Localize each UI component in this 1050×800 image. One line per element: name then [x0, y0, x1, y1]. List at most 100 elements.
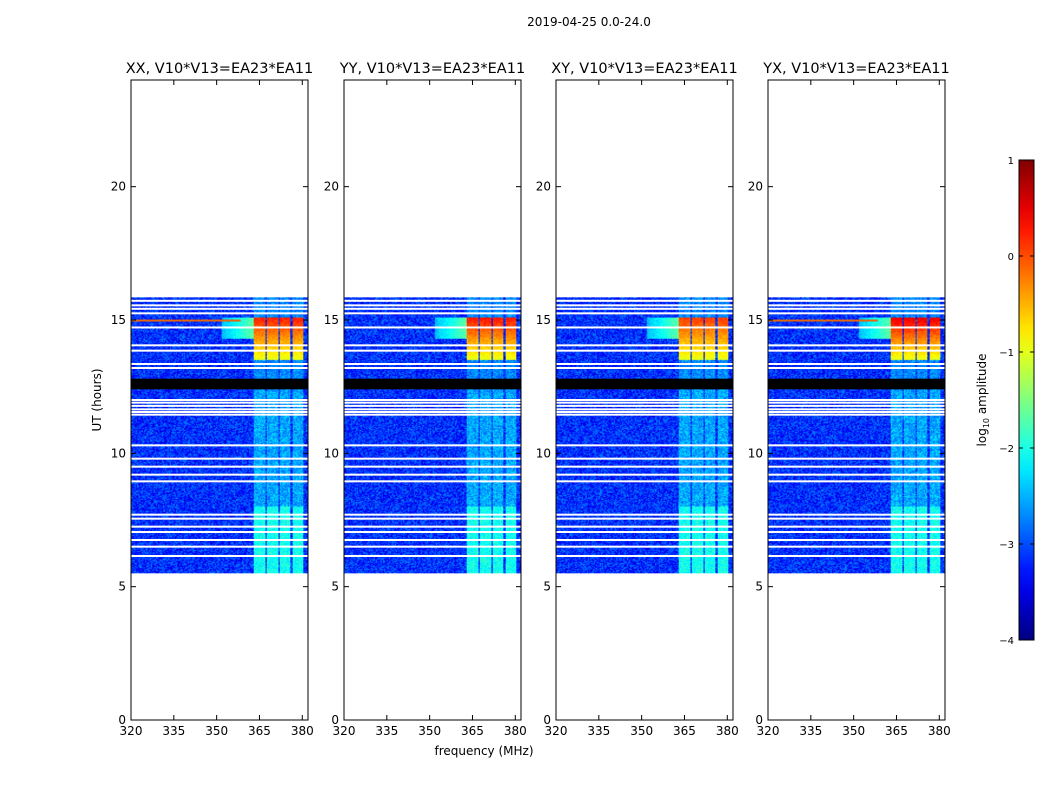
flagged-row [556, 545, 733, 548]
x-tick-label: 365 [248, 724, 271, 738]
flagged-row [556, 299, 733, 302]
colorbar-bar [1018, 159, 1035, 641]
flagged-row [768, 307, 945, 310]
y-tick-label: 10 [536, 446, 551, 460]
y-tick-label: 15 [111, 313, 126, 327]
flagged-row [344, 480, 521, 483]
x-tick-label: 320 [757, 724, 780, 738]
flagged-row [344, 517, 521, 520]
y-tick-label: 15 [536, 313, 551, 327]
colorbar-tick-label: −3 [999, 540, 1014, 551]
flagged-row [131, 349, 308, 352]
panels-group: XX, V10*V13=EA23*EA11 320 335 350 365 380 0 5 10… [111, 61, 951, 738]
flagged-row [768, 399, 945, 401]
flagged-row [556, 555, 733, 557]
flagged-row [344, 531, 521, 533]
flagged-row [131, 399, 308, 401]
flagged-row [344, 363, 521, 365]
flagged-row [556, 480, 733, 483]
flagged-row [768, 367, 945, 369]
flagged-row [768, 513, 945, 516]
panel-title: YX, V10*V13=EA23*EA11 [762, 61, 949, 77]
x-axis-label: frequency (MHz) [434, 744, 533, 758]
panel-frame [130, 79, 309, 721]
flagged-row [131, 545, 308, 548]
x-tick-label: 350 [418, 724, 441, 738]
flagged-row [556, 344, 733, 347]
flagged-row [768, 408, 945, 411]
flagged-row [344, 411, 521, 413]
flagged-row [131, 444, 308, 447]
x-tick-label: 335 [799, 724, 822, 738]
panel-title: XX, V10*V13=EA23*EA11 [126, 61, 314, 77]
flagged-row [556, 411, 733, 413]
flagged-row [556, 304, 733, 307]
flagged-row [131, 539, 308, 541]
flagged-row [131, 517, 308, 520]
panel-0: XX, V10*V13=EA23*EA11 320 335 350 365 380 0 5 10… [111, 61, 314, 738]
flagged-row [131, 404, 308, 407]
flagged-row [768, 531, 945, 533]
flagged-row [344, 539, 521, 541]
panel-frame [767, 79, 946, 721]
flagged-row [768, 517, 945, 520]
y-tick-label: 15 [324, 313, 339, 327]
colorbar-tick-label: 0 [1008, 252, 1014, 263]
flagged-row [768, 363, 945, 365]
flagged-row [344, 367, 521, 369]
flagged-row [344, 304, 521, 307]
flagged-row [344, 344, 521, 347]
y-axis-label: UT (hours) [90, 368, 104, 431]
colorbar-tick-label: 1 [1008, 156, 1014, 167]
flagged-row [131, 531, 308, 533]
flagged-row [768, 480, 945, 483]
flagged-row [768, 545, 945, 548]
x-tick-label: 320 [333, 724, 356, 738]
flagged-row [344, 465, 521, 468]
flagged-row [556, 408, 733, 411]
flagged-row [131, 312, 308, 315]
flagged-row [768, 349, 945, 352]
panel-1: YY, V10*V13=EA23*EA11 320 335 350 365 380 0 5 10… [324, 61, 527, 738]
colorbar-label-prefix: log [975, 428, 989, 446]
y-tick-label: 15 [748, 313, 763, 327]
flagged-row [768, 411, 945, 413]
x-tick-label: 320 [120, 724, 143, 738]
flagged-row [768, 539, 945, 541]
flagged-row [556, 513, 733, 516]
x-tick-label: 380 [504, 724, 527, 738]
x-tick-label: 335 [587, 724, 610, 738]
flagged-row [131, 401, 308, 404]
x-tick-label: 365 [673, 724, 696, 738]
y-tick-label: 5 [331, 580, 339, 594]
flagged-row [556, 517, 733, 520]
y-tick-label: 0 [543, 713, 551, 727]
flagged-row [344, 555, 521, 557]
x-tick-label: 335 [162, 724, 185, 738]
flagged-row [556, 539, 733, 541]
broadband-line [768, 319, 878, 322]
flagged-row [556, 401, 733, 404]
flagged-row [768, 457, 945, 460]
flagged-row [344, 457, 521, 460]
y-tick-label: 5 [543, 580, 551, 594]
panel-frame [555, 79, 734, 721]
flagged-row [344, 299, 521, 302]
flagged-block [768, 378, 945, 390]
x-tick-label: 350 [630, 724, 653, 738]
flagged-row [344, 326, 521, 329]
flagged-row [768, 326, 945, 329]
flagged-row [131, 304, 308, 307]
flagged-row [768, 444, 945, 447]
flagged-row [556, 349, 733, 352]
flagged-row [556, 531, 733, 533]
colorbar-label-suffix: amplitude [975, 354, 989, 418]
flagged-row [131, 465, 308, 468]
panel-frame [343, 79, 522, 721]
x-tick-label: 365 [885, 724, 908, 738]
flagged-row [131, 344, 308, 347]
colorbar-tick-label: −4 [999, 636, 1014, 647]
flagged-row [768, 413, 945, 416]
